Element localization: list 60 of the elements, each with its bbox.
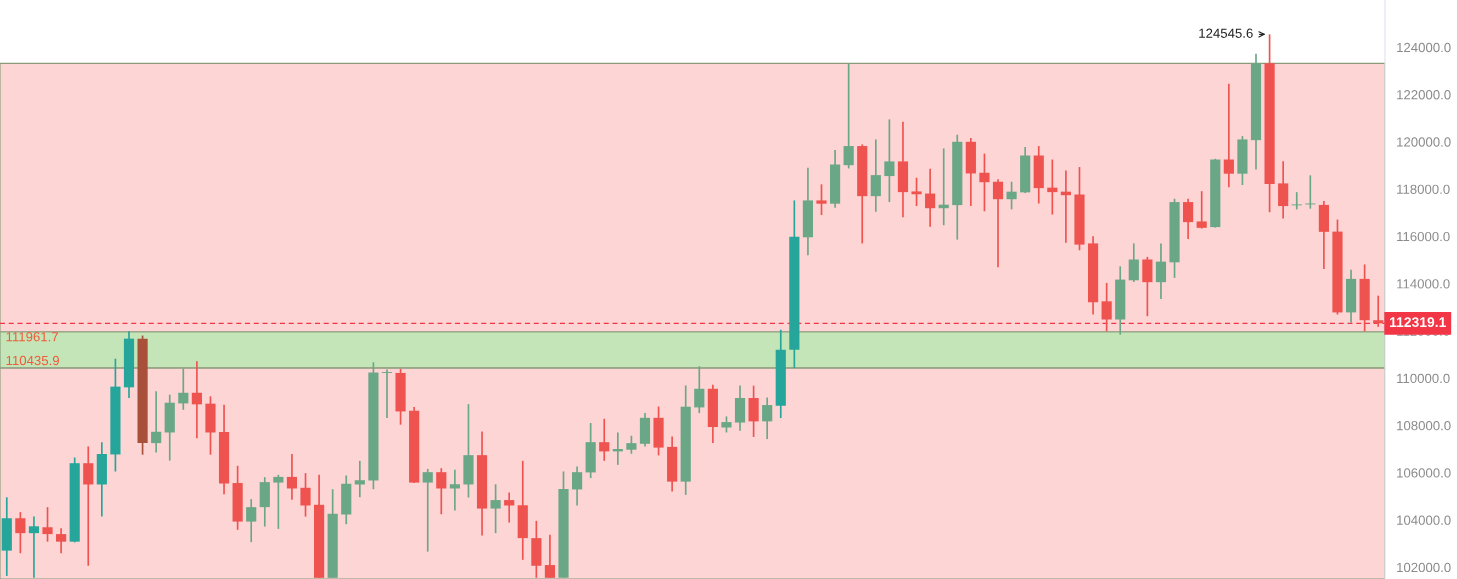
candlestick [1006,180,1017,211]
candlestick [42,506,53,543]
y-tick-label: 106000.0 [1397,468,1451,478]
y-tick-label: 120000.0 [1397,137,1451,147]
candlestick [571,465,583,507]
candlestick [979,152,990,213]
candlestick [490,483,501,534]
candlestick [449,468,460,512]
y-tick-label: 118000.0 [1397,184,1450,194]
candlestick [151,390,162,454]
candlestick [436,467,447,516]
candlestick [911,176,922,207]
candlestick [748,384,759,438]
candlestick [544,533,556,579]
candlestick [422,468,433,553]
candlestick [599,417,610,462]
y-tick-label: 124000.0 [1397,42,1451,53]
y-tick-label: 108000.0 [1397,420,1451,431]
y-tick-label: 110000.0 [1397,373,1450,384]
y-tick-label: 114000.0 [1397,279,1450,289]
candlestick [816,183,827,216]
candlestick [28,515,40,579]
candlestick [694,365,705,414]
candlestick [925,167,936,228]
candlestick [1101,282,1112,333]
candlestick [15,511,26,555]
candlestick [286,453,298,501]
candlestick [300,472,311,518]
candlestick [884,118,895,203]
candlestick [992,178,1004,269]
candlestick [1278,160,1289,220]
candlestick [56,527,67,555]
candlestick [1196,190,1207,230]
candlestick [354,460,365,499]
candlestick [762,396,773,440]
candlestick [843,62,854,170]
candlestick [1305,174,1316,210]
candlestick [191,360,202,439]
candlestick [83,445,94,567]
candlestick [870,138,881,213]
candlestick [178,367,189,411]
candlestick [1183,197,1194,240]
candlestick [381,368,393,419]
candlestick [1373,294,1384,328]
ref-line-label: 112319.1 [1390,317,1446,328]
y-tick-label: 122000.0 [1397,90,1451,100]
candlestick [504,491,515,524]
candlestick [273,473,284,530]
annotation: 111961.7 [6,332,58,342]
y-tick-label: 116000.0 [1397,231,1450,242]
candlestick [1291,191,1302,211]
candlestick [1142,256,1153,318]
y-tick-label: 104000.0 [1397,515,1451,525]
annotation: 124545.6 [1199,28,1253,38]
y-tick-label: 102000.0 [1397,562,1451,573]
candlestick [1223,82,1234,189]
candlestick [1155,242,1167,300]
candlestick [1128,242,1139,283]
annotation: 110435.9 [6,355,59,366]
candlestick [246,498,257,543]
